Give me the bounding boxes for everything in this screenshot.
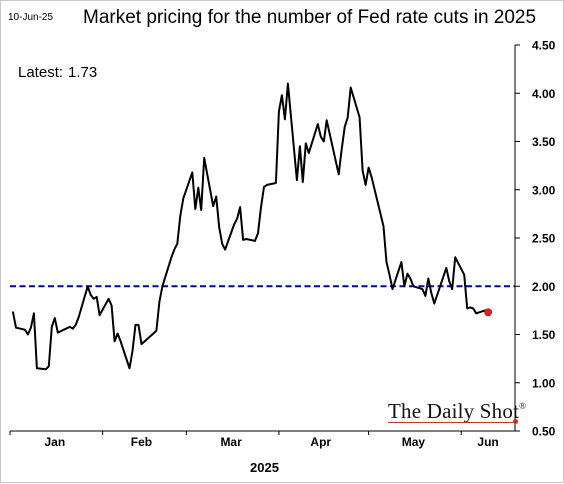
y-tick-label: 2.00	[532, 280, 556, 294]
y-tick-label: 3.50	[532, 135, 556, 149]
chart-title: Market pricing for the number of Fed rat…	[83, 7, 537, 28]
watermark-rule	[388, 422, 516, 423]
x-tick-label: Feb	[131, 435, 152, 449]
y-tick-label: 3.00	[532, 183, 556, 197]
x-tick-label: Apr	[310, 435, 331, 449]
x-axis-title: 2025	[250, 460, 279, 475]
x-tick-label: Mar	[220, 435, 242, 449]
x-tick-label: May	[402, 435, 426, 449]
x-tick-label: Jan	[44, 435, 65, 449]
latest-annotation: Latest: 1.73	[18, 64, 97, 81]
y-tick-label: 4.50	[532, 39, 556, 53]
x-tick-label: Jun	[477, 435, 498, 449]
watermark-dot	[513, 419, 518, 424]
y-tick-label: 0.50	[532, 425, 556, 439]
latest-point-marker	[484, 308, 493, 317]
y-tick-label: 4.00	[532, 87, 556, 101]
date-stamp: 10-Jun-25	[8, 12, 54, 23]
y-tick-label: 1.00	[532, 376, 556, 390]
y-tick-label: 2.50	[532, 232, 556, 246]
watermark-mark: ®	[519, 401, 527, 411]
y-tick-label: 1.50	[532, 328, 556, 342]
plot-area: 0.50 1.00 1.50 2.00 2.50 3.00 3.50 4.00 4.50 Jan F…	[9, 39, 556, 449]
watermark-text: The Daily Shot	[388, 399, 520, 423]
latest-value: 1.73	[68, 64, 98, 81]
watermark-logo: The Daily Shot®	[388, 399, 526, 424]
series-line-0	[12, 82, 490, 371]
latest-label: Latest:	[18, 64, 64, 81]
